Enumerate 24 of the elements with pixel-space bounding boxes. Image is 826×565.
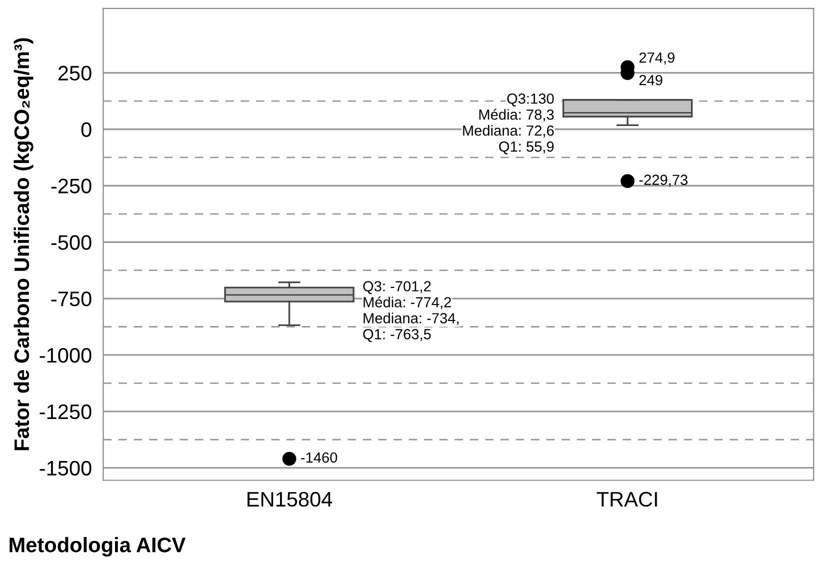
annotation: Q1: 55,9 [499,141,554,154]
y-tick-label: -1000 [40,348,92,363]
x-tick-label: TRACI [596,492,657,507]
y-tick-label: 250 [58,66,92,81]
annotation: -229,73 [639,174,688,187]
y-tick-label: -750 [51,292,92,306]
y-axis-title: Fator de Carbono Unificado (kgCO₂eq/m³) [14,38,34,450]
annotation: -1460 [301,452,338,463]
y-tick-label: 0 [81,122,92,137]
y-tick-label: -1500 [40,460,92,476]
x-tick-label: EN15804 [248,492,332,507]
annotation: Média: 78,3 [479,108,554,122]
annotation: Q3:130 [507,93,554,106]
annotation: Mediana: 72,6 [463,125,554,138]
y-tick-label: -1250 [40,404,92,420]
y-tick-label: -500 [51,235,92,250]
annotation: 274,9 [639,52,674,64]
annotation: Mediana: -734, [364,312,458,326]
annotation: Q1: -763,5 [363,329,431,342]
x-axis-title: Metodologia AICV [10,537,186,557]
annotation: Média: -774,2 [364,296,451,310]
annotation: Q3: -701,2 [363,281,431,294]
y-tick-label: -250 [51,178,92,194]
annotation: 249 [639,74,662,86]
